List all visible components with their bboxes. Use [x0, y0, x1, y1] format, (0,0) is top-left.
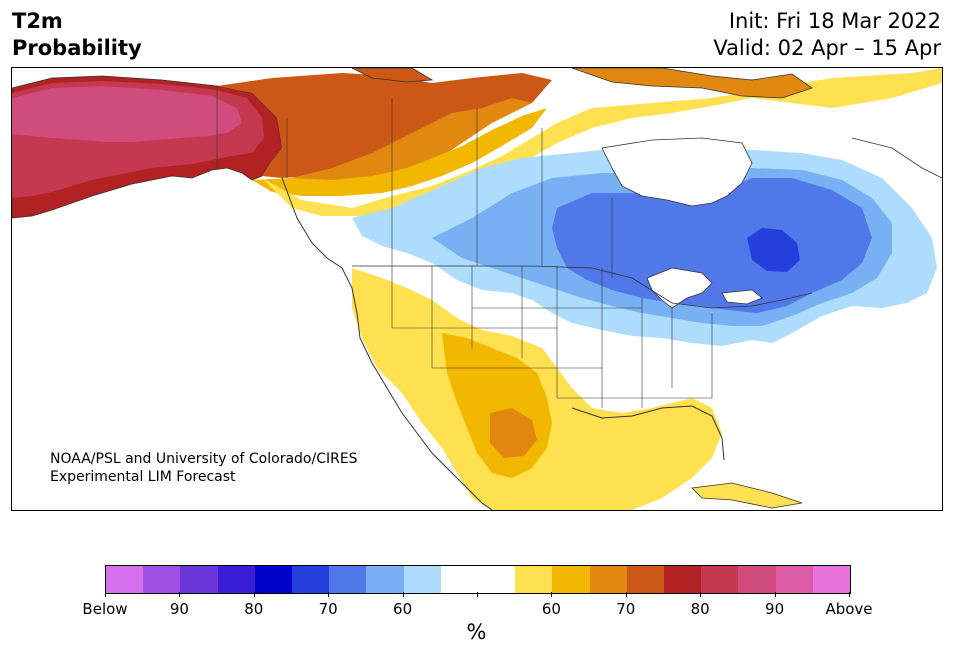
colorbar-tick: [105, 592, 106, 597]
title-block-right: Init: Fri 18 Mar 2022 Valid: 02 Apr – 15…: [713, 8, 941, 62]
title-block-left: T2m Probability: [12, 8, 142, 62]
colorbar-tick: [551, 592, 553, 597]
title-variable: T2m: [12, 9, 63, 33]
state-lines: [391, 266, 713, 408]
cuba: [691, 482, 803, 509]
colorbar-tick: [328, 592, 330, 597]
colorbar-tick: [625, 592, 627, 597]
map-svg: [12, 68, 942, 510]
colorbar-tick: [700, 592, 702, 597]
colorbar-tick: [849, 592, 850, 597]
colorbar-label: Below: [82, 600, 128, 618]
coastline-west: [281, 177, 493, 510]
greenland-edge: [851, 137, 942, 179]
credit-text: NOAA/PSL and University of Colorado/CIRE…: [50, 450, 358, 486]
arctic-islands-east: [571, 68, 813, 99]
colorbar-swatch: [106, 566, 144, 593]
colorbar-swatch: [329, 566, 367, 593]
valid-range: Valid: 02 Apr – 15 Apr: [713, 36, 941, 60]
colorbar-swatch: [515, 566, 553, 593]
colorbar-tick: [253, 592, 255, 597]
colorbar-swatch: [180, 566, 218, 593]
canada-warm-band: [217, 73, 552, 178]
title-type: Probability: [12, 36, 142, 60]
colorbar-swatch: [254, 566, 293, 593]
colorbar-swatch: [701, 566, 739, 593]
us-canada-border: [352, 265, 813, 309]
colorbar-swatch: [626, 566, 665, 593]
colorbar-swatch: [664, 566, 702, 593]
credit-line-2: Experimental LIM Forecast: [50, 469, 236, 485]
colorbar-label: 60: [393, 600, 413, 618]
forecast-map: NOAA/PSL and University of Colorado/CIRE…: [11, 67, 943, 511]
arctic-islands: [351, 68, 434, 83]
colorbar-swatch: [775, 566, 813, 593]
colorbar-label: 80: [244, 600, 264, 618]
colorbar-tick: [477, 592, 478, 597]
colorbar-label: 70: [616, 600, 636, 618]
cold-blue: [552, 178, 872, 313]
great-lakes: [646, 267, 763, 309]
warm-southwest-orange: [490, 408, 537, 458]
colorbar-unit: %: [466, 620, 487, 644]
colorbar-swatch: [589, 566, 627, 593]
colorbar-tick: [774, 592, 776, 597]
colorbar-swatch: [812, 566, 851, 593]
colorbar-label: 60: [541, 600, 561, 618]
colorbar: [105, 565, 851, 594]
colorbar-labels: Below 90 80 70 60 60 70 80 90 Above: [82, 592, 873, 618]
hudson-bay: [601, 137, 753, 207]
colorbar-swatch: [478, 566, 516, 593]
alaska-core: [12, 86, 242, 142]
colorbar-swatch: [217, 566, 255, 593]
coastline-gulf: [571, 405, 725, 461]
colorbar-label: 90: [765, 600, 785, 618]
canada-orange: [292, 98, 532, 188]
colorbar-label: 70: [318, 600, 338, 618]
colorbar-swatch: [738, 566, 776, 593]
colorbar-swatch: [292, 566, 330, 593]
colorbar-label: 90: [169, 600, 189, 618]
colorbar-tick: [402, 592, 404, 597]
canada-yellow: [262, 68, 942, 216]
init-date: Init: Fri 18 Mar 2022: [728, 9, 941, 33]
colorbar-swatch: [440, 566, 479, 593]
cold-deep-blue: [747, 228, 800, 272]
colorbar-label: 80: [690, 600, 710, 618]
colorbar-swatch: [143, 566, 181, 593]
colorbar-swatch: [403, 566, 441, 593]
colorbar-label: Above: [825, 600, 873, 618]
credit-line-1: NOAA/PSL and University of Colorado/CIRE…: [50, 451, 358, 467]
colorbar-swatch: [552, 566, 590, 593]
colorbar-swatch: [366, 566, 404, 593]
colorbar-tick: [179, 592, 181, 597]
canada-province-lines: [216, 86, 613, 278]
canada-gold: [252, 108, 547, 196]
